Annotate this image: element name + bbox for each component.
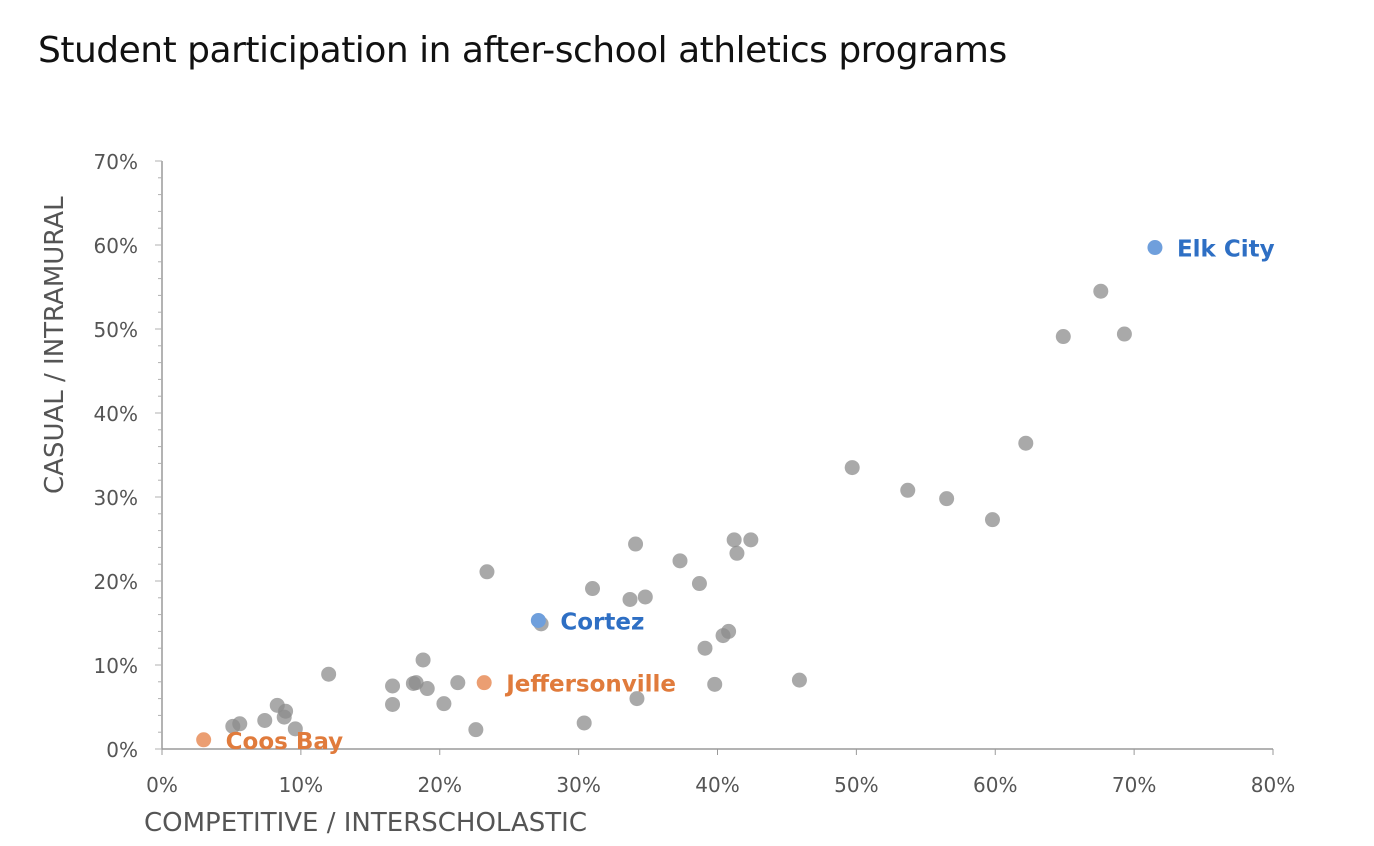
- point-label: Elk City: [1177, 237, 1275, 263]
- data-point: [287, 721, 303, 737]
- highlighted-point: [196, 732, 212, 748]
- highlighted-point: [476, 675, 492, 691]
- axes: [155, 160, 1274, 755]
- data-points: [225, 283, 1132, 738]
- data-point: [691, 576, 707, 592]
- x-tick-label: 10%: [279, 773, 323, 797]
- data-point: [1018, 435, 1034, 451]
- data-point: [707, 676, 723, 692]
- y-tick-label: 10%: [94, 654, 138, 678]
- data-point: [257, 712, 273, 728]
- data-point: [791, 672, 807, 688]
- point-label: Coos Bay: [226, 729, 344, 755]
- x-tick-label: 70%: [1112, 773, 1156, 797]
- data-point: [576, 715, 592, 731]
- data-point: [468, 722, 484, 738]
- data-point: [1116, 326, 1132, 342]
- data-point: [278, 703, 294, 719]
- highlighted-point: [1147, 240, 1163, 256]
- y-tick-label: 0%: [106, 738, 138, 762]
- x-axis-title: COMPETITIVE / INTERSCHOLASTIC: [144, 808, 587, 838]
- data-point: [1093, 283, 1109, 299]
- data-point: [672, 553, 688, 569]
- x-tick-label: 20%: [418, 773, 462, 797]
- data-point: [450, 675, 466, 691]
- data-point: [743, 532, 759, 548]
- data-point: [729, 545, 745, 561]
- data-point: [622, 591, 638, 607]
- data-point: [984, 512, 1000, 528]
- data-point: [415, 652, 431, 668]
- data-point: [1055, 329, 1071, 345]
- data-point: [585, 581, 601, 597]
- x-tick-label: 40%: [695, 773, 739, 797]
- data-point: [385, 678, 401, 694]
- data-point: [479, 564, 495, 580]
- chart-title: Student participation in after-school at…: [38, 30, 1007, 71]
- data-point: [721, 623, 737, 639]
- y-tick-label: 40%: [94, 402, 138, 426]
- highlighted-point: [530, 612, 546, 628]
- data-point: [385, 696, 401, 712]
- y-tick-label: 50%: [94, 318, 138, 342]
- data-point: [844, 460, 860, 476]
- y-tick-label: 70%: [94, 150, 138, 174]
- data-point: [419, 681, 435, 697]
- point-label: Cortez: [560, 609, 644, 635]
- data-point: [232, 716, 248, 732]
- data-point: [321, 666, 337, 682]
- point-label: Jeffersonville: [504, 672, 676, 698]
- data-point: [629, 691, 645, 707]
- tick-labels: 0% 10% 20% 30% 40% 50% 60% 70% 80% 0% 10% 20% 30% 40%…: [94, 150, 1296, 797]
- data-point: [637, 589, 653, 605]
- x-tick-label: 80%: [1251, 773, 1295, 797]
- highlighted-points: Elk City Cortez Jeffersonville Coos Bay: [196, 237, 1275, 755]
- data-point: [726, 532, 742, 548]
- x-tick-label: 60%: [973, 773, 1017, 797]
- y-tick-label: 30%: [94, 486, 138, 510]
- data-point: [408, 675, 424, 691]
- data-point: [900, 482, 916, 498]
- data-point: [436, 696, 452, 712]
- data-point: [628, 536, 644, 552]
- x-tick-label: 50%: [834, 773, 878, 797]
- data-point: [939, 491, 955, 507]
- x-tick-label: 0%: [146, 773, 178, 797]
- y-tick-label: 20%: [94, 570, 138, 594]
- data-point: [697, 640, 713, 656]
- y-tick-label: 60%: [94, 234, 138, 258]
- x-tick-label: 30%: [556, 773, 600, 797]
- y-axis-title: CASUAL / INTRAMURAL: [40, 196, 70, 494]
